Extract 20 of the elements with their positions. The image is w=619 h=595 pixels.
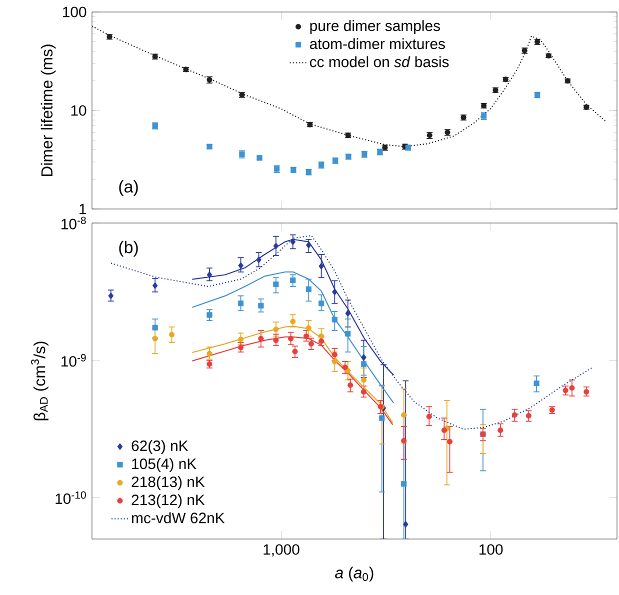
y-axis-title: β$_{AD}$ (cm$^{3}$/s) xyxy=(31,342,48,420)
annotation: (b) xyxy=(119,240,138,257)
y-tick-label: 100 xyxy=(63,6,86,18)
y-tick-label: 10$^{-10}$ xyxy=(56,491,86,504)
legend-label: 218(13) nK xyxy=(132,476,205,490)
legend-label: cc model on sd basis xyxy=(310,56,449,68)
legend-label: 62(3) nK xyxy=(132,440,188,454)
y-axis-title: Dimer lifetime (ms) xyxy=(40,44,56,176)
legend-label: 105(4) nK xyxy=(132,458,196,472)
x-axis-title: a (a$_{0}$) xyxy=(335,566,374,582)
y-tick-label: 1 xyxy=(80,204,86,214)
y-tick-label: 10$^{-9}$ xyxy=(62,354,86,367)
legend-label: pure dimer samples xyxy=(310,20,440,34)
annotation: (a) xyxy=(119,180,138,196)
x-tick-label: 1,000 xyxy=(264,544,300,557)
legend-label: 213(12) nK xyxy=(132,494,205,508)
y-tick-label: 10$^{-8}$ xyxy=(62,216,86,230)
legend-label: mc-vdW 62nK xyxy=(132,512,225,524)
y-tick-label: 10 xyxy=(71,105,86,116)
legend-label: atom-dimer mixtures xyxy=(310,38,445,50)
